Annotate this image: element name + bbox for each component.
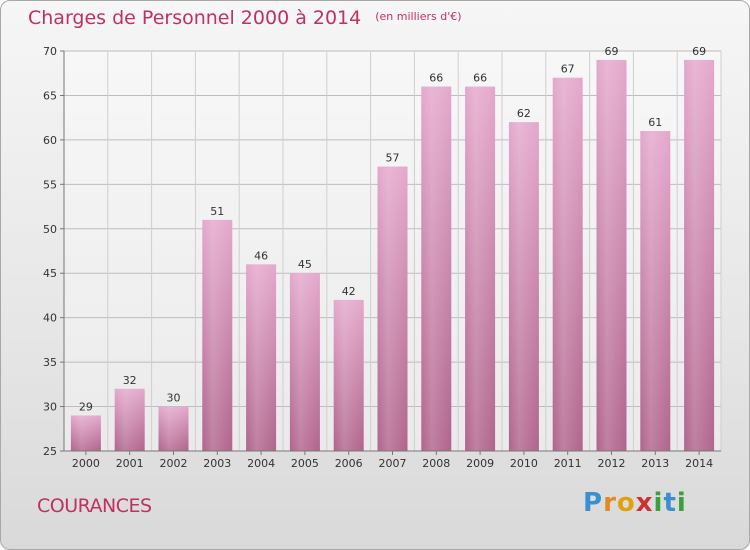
bar-value-label: 67	[561, 63, 575, 76]
bar-value-label: 57	[386, 152, 400, 165]
bar-value-label: 51	[210, 205, 224, 218]
bar-shine	[508, 122, 539, 451]
bar-shine	[684, 59, 715, 452]
bar-value-label: 45	[298, 258, 312, 271]
chart-subtitle: (en milliers d'€)	[375, 10, 462, 23]
x-tick-label: 2012	[598, 457, 626, 470]
bar-value-label: 66	[473, 72, 487, 85]
y-tick-label: 30	[43, 401, 57, 414]
y-tick-label: 50	[43, 223, 57, 236]
x-tick-label: 2014	[685, 457, 713, 470]
x-tick-label: 2001	[116, 457, 144, 470]
bar-value-label: 42	[342, 285, 356, 298]
bar-shine	[246, 264, 277, 451]
x-tick-label: 2008	[422, 457, 450, 470]
bar-shine	[465, 86, 496, 452]
bar-value-label: 29	[79, 400, 93, 413]
y-tick-label: 25	[43, 445, 57, 458]
bar-shine	[202, 219, 233, 451]
y-tick-label: 55	[43, 178, 57, 191]
x-tick-label: 2005	[291, 457, 319, 470]
x-tick-label: 2003	[203, 457, 231, 470]
y-tick-label: 70	[43, 45, 57, 58]
bar-value-label: 61	[648, 116, 662, 129]
commune-name: COURANCES	[37, 495, 152, 517]
bar-value-label: 62	[517, 107, 531, 120]
bar-value-label: 66	[429, 72, 443, 85]
bar-value-label: 69	[605, 45, 619, 58]
bar-shine	[596, 59, 627, 452]
proxiti-logo: Proxiti	[583, 488, 687, 518]
x-tick-label: 2006	[335, 457, 363, 470]
bar-shine	[377, 166, 408, 452]
bar-value-label: 30	[167, 392, 181, 405]
bar-shine	[640, 131, 671, 451]
chart-title: Charges de Personnel 2000 à 2014 (en mill…	[28, 7, 462, 29]
y-tick-label: 45	[43, 267, 57, 280]
bar-value-label: 69	[692, 45, 706, 58]
x-tick-label: 2004	[247, 457, 275, 470]
x-tick-label: 2009	[466, 457, 494, 470]
bar-shine	[421, 86, 452, 452]
x-tick-label: 2002	[160, 457, 188, 470]
x-tick-label: 2011	[554, 457, 582, 470]
bar-value-label: 32	[123, 374, 137, 387]
y-tick-label: 35	[43, 356, 57, 369]
bar-value-label: 46	[254, 249, 268, 262]
x-tick-label: 2010	[510, 457, 538, 470]
bar-shine	[552, 77, 583, 452]
bar-shine	[70, 415, 101, 451]
x-tick-label: 2013	[641, 457, 669, 470]
bar-shine	[158, 406, 189, 451]
bar-shine	[289, 273, 320, 451]
y-tick-label: 60	[43, 134, 57, 147]
bar-shine	[333, 299, 364, 451]
y-tick-label: 65	[43, 89, 57, 102]
x-tick-label: 2007	[379, 457, 407, 470]
y-tick-label: 40	[43, 312, 57, 325]
x-tick-label: 2000	[72, 457, 100, 470]
bar-shine	[114, 388, 145, 451]
